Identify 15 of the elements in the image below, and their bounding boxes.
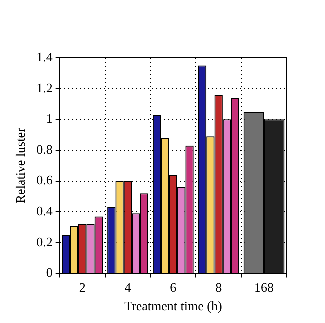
y-tick-label: 1: [46, 111, 53, 126]
y-tick-label: 0.6: [36, 172, 54, 188]
x-tick-label: 2: [79, 280, 86, 296]
x-tick-label: 8: [216, 280, 222, 296]
x-tick-label: 4: [124, 280, 132, 296]
y-tick-label: 0.2: [36, 234, 53, 250]
x-axis-title: Treatment time (h): [124, 298, 222, 314]
x-tick-label: 168: [254, 280, 274, 296]
x-tick-label: 6: [170, 280, 178, 296]
y-tick-label: 0.4: [36, 204, 54, 219]
y-tick-label: 0: [46, 265, 53, 280]
y-tick-label: 1.4: [36, 49, 54, 64]
y-axis-title: Relative luster: [13, 128, 28, 204]
y-tick-label: 1.2: [36, 80, 53, 96]
y-tick-label: 0.8: [36, 142, 53, 157]
